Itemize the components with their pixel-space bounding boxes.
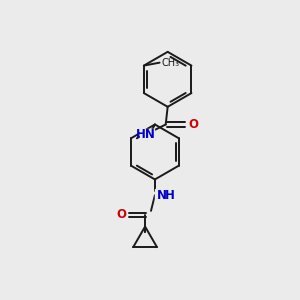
Text: CH₃: CH₃ (161, 58, 180, 68)
Text: O: O (188, 118, 198, 131)
Text: O: O (116, 208, 126, 221)
Text: N: N (157, 189, 167, 202)
Text: HN: HN (136, 128, 156, 141)
Bar (140, 129, 154, 139)
Bar (155, 189, 171, 201)
Text: H: H (165, 189, 175, 202)
